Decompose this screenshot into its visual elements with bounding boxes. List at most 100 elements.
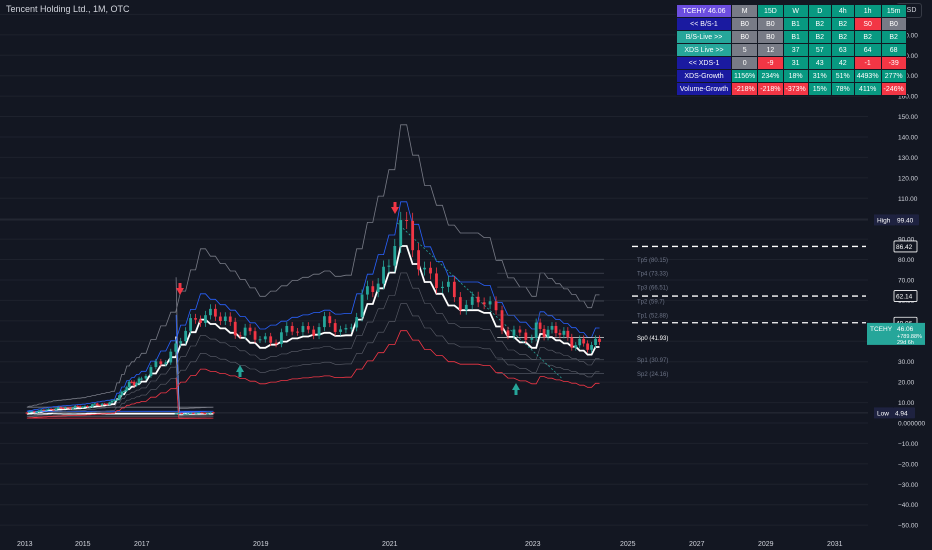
candle-body bbox=[312, 329, 316, 336]
candle-body bbox=[296, 331, 299, 333]
candle-body bbox=[566, 330, 570, 338]
candle-body bbox=[538, 322, 542, 329]
signal-cell: -218% bbox=[730, 82, 759, 96]
candle-body bbox=[179, 341, 183, 344]
signal-column-header: 15D bbox=[757, 4, 784, 18]
signal-cell: 51% bbox=[830, 69, 855, 83]
candle-body bbox=[285, 325, 289, 333]
candle-body bbox=[554, 325, 558, 334]
hline-label-1-bg bbox=[893, 240, 918, 253]
price-tick-label: 70.00 bbox=[898, 277, 915, 284]
candle-body bbox=[174, 343, 178, 352]
candle-body bbox=[189, 413, 192, 415]
candle-body bbox=[100, 403, 104, 406]
candle-body bbox=[317, 327, 321, 336]
signal-column-header: 15m bbox=[880, 4, 907, 18]
candle-body bbox=[429, 267, 432, 274]
candle-body bbox=[164, 362, 168, 365]
price-tick-label: −30.00 bbox=[898, 482, 918, 489]
level-label-sp0: Sp0 (41.93) bbox=[637, 336, 668, 342]
candle-body bbox=[258, 339, 262, 341]
candle-body bbox=[64, 407, 67, 409]
signal-row: << XDS-1 0 -9 31 43 42 -1 -39 bbox=[676, 56, 907, 70]
signal-cell: B1 bbox=[782, 17, 809, 31]
candle-body bbox=[339, 329, 342, 332]
candle-body bbox=[393, 245, 397, 266]
candle-body bbox=[52, 409, 55, 411]
signal-cell: -246% bbox=[880, 82, 907, 96]
time-tick-label: 2013 bbox=[17, 541, 33, 548]
candle-body bbox=[98, 405, 102, 407]
time-tick-label: 2027 bbox=[689, 541, 705, 548]
candle-body bbox=[144, 375, 148, 379]
candle-body bbox=[349, 327, 353, 329]
candle-body bbox=[66, 407, 70, 409]
candle-body bbox=[570, 337, 574, 348]
signal-cell: B0 bbox=[757, 30, 784, 44]
candlestick-series bbox=[25, 211, 601, 415]
signal-row: Volume-Growth -218% -218% -373% 15% 78% 411% -2… bbox=[676, 82, 907, 96]
price-tick-label: −40.00 bbox=[898, 502, 918, 509]
candle-body bbox=[197, 412, 201, 414]
candle-body bbox=[117, 395, 121, 400]
lower-band-1 bbox=[26, 272, 600, 417]
signal-table: TCEHY 46.06 M 15D W D 4h 1h 15m << B/S-1 B0 B0 B1 B2… bbox=[676, 4, 907, 96]
candle-body bbox=[253, 331, 257, 340]
candle-body bbox=[233, 321, 237, 336]
candle-body bbox=[40, 409, 43, 411]
candle-body bbox=[243, 327, 247, 336]
signal-cell: 5 bbox=[730, 43, 759, 57]
signal-cell: B2 bbox=[807, 30, 832, 44]
candle-body bbox=[417, 250, 420, 270]
signal-row-label: B/S-Live >> bbox=[676, 30, 732, 44]
candle-body bbox=[218, 316, 222, 321]
candle-body bbox=[125, 387, 129, 391]
low-value-bg bbox=[893, 407, 915, 419]
candle-body bbox=[464, 304, 468, 311]
time-tick-label: 2017 bbox=[134, 541, 150, 548]
candle-body bbox=[238, 335, 242, 337]
candle-body bbox=[376, 283, 380, 292]
candle-body bbox=[76, 405, 80, 407]
signal-column-header: M bbox=[730, 4, 759, 18]
signal-cell: 12 bbox=[757, 43, 784, 57]
candle-body bbox=[534, 322, 538, 339]
signal-row-label: << XDS-1 bbox=[676, 56, 732, 70]
candle-body bbox=[546, 329, 550, 337]
level-label-tp5: Tp5 (80.15) bbox=[637, 258, 668, 264]
low-value: 4.94 bbox=[895, 410, 908, 417]
candle-body bbox=[212, 412, 215, 414]
candle-body bbox=[366, 286, 369, 295]
price-tick-label: 30.00 bbox=[898, 359, 915, 366]
candle-body bbox=[189, 318, 192, 331]
candle-body bbox=[27, 411, 31, 413]
time-tick-label: 2029 bbox=[758, 541, 774, 548]
hline-label-1: 86.42 bbox=[896, 244, 913, 251]
candle-body bbox=[42, 409, 46, 411]
candle-body bbox=[452, 281, 456, 298]
signal-row: XDS-Growth 1156% 234% 18% 31% 51% 4493% 277% bbox=[676, 69, 907, 83]
candle-body bbox=[169, 351, 173, 363]
candle-body bbox=[56, 407, 60, 409]
candle-body bbox=[25, 412, 29, 414]
signal-cell: B0 bbox=[730, 30, 759, 44]
signal-cell: 78% bbox=[830, 82, 855, 96]
candle-body bbox=[470, 296, 474, 305]
candle-body bbox=[574, 345, 578, 348]
signal-row-label: << B/S-1 bbox=[676, 17, 732, 31]
signal-cell: 37 bbox=[782, 43, 809, 57]
low-tag: Low bbox=[877, 410, 889, 417]
signal-cell: B1 bbox=[782, 30, 809, 44]
signal-column-header: W bbox=[782, 4, 809, 18]
price-tick-label: −10.00 bbox=[898, 441, 918, 448]
candle-body bbox=[95, 403, 99, 406]
signal-column-header: D bbox=[807, 4, 832, 18]
candle-body bbox=[105, 403, 109, 405]
candle-body bbox=[328, 316, 332, 324]
last-countdown: 29d 6h bbox=[897, 340, 914, 346]
candle-body bbox=[506, 330, 510, 336]
price-tick-label: 160.00 bbox=[898, 94, 918, 101]
price-tick-label: −20.00 bbox=[898, 461, 918, 468]
candle-body bbox=[524, 332, 528, 340]
